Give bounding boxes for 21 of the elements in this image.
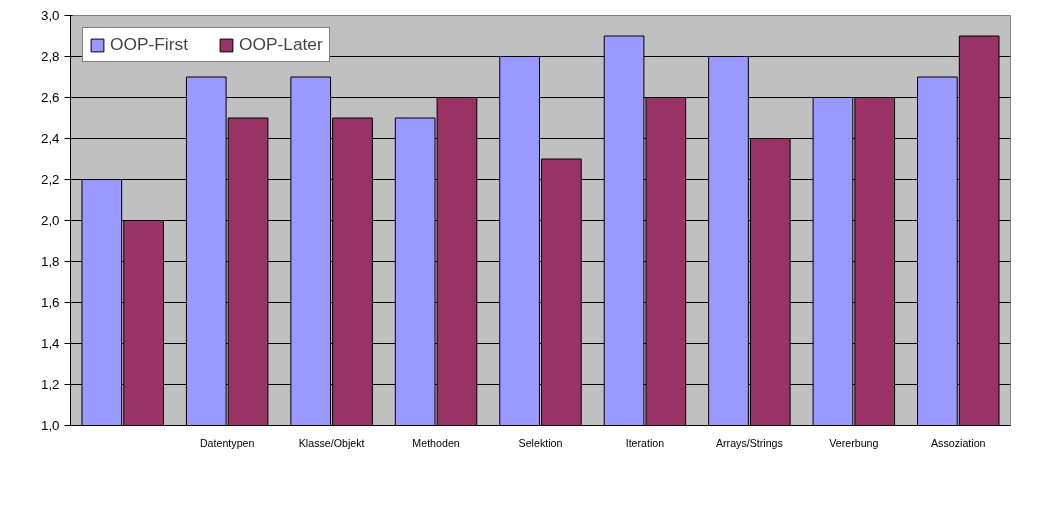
y-tick-label: 1,2	[40, 377, 60, 392]
x-tick-label: Methoden	[412, 436, 460, 449]
x-tick-label: Iteration	[625, 436, 665, 449]
x-tick-label: Datentypen	[199, 436, 255, 449]
y-tick-label: 2,0	[40, 213, 60, 228]
x-tick-label: Klasse/Objekt	[298, 436, 365, 449]
legend-label: OOP-Later	[238, 34, 323, 55]
x-tick-label: Selektion	[518, 436, 563, 449]
y-tick-label: 1,0	[40, 418, 60, 433]
y-tick-label: 2,8	[40, 49, 60, 64]
y-tick-label: 2,2	[40, 172, 60, 187]
y-tick-label: 1,6	[40, 295, 60, 310]
y-tick-label: 3,0	[40, 8, 60, 23]
y-tick-label: 2,4	[40, 131, 61, 146]
y-tick-label: 2,6	[40, 90, 60, 105]
x-tick-label: Vererbung	[829, 436, 879, 449]
y-tick-label: 1,8	[40, 254, 60, 269]
x-tick-label: Assoziation	[931, 436, 986, 449]
legend-label: OOP-First	[110, 34, 188, 55]
y-tick-label: 1,4	[40, 336, 61, 351]
x-tick-label: Arrays/Strings	[715, 436, 783, 449]
